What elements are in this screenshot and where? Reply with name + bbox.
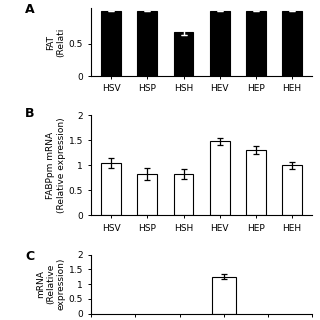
Bar: [173, 174, 194, 215]
Bar: [137, 11, 157, 76]
Bar: [101, 163, 121, 215]
Bar: [101, 11, 121, 76]
Text: B: B: [25, 108, 35, 120]
Bar: [173, 32, 194, 76]
Text: A: A: [25, 3, 35, 16]
Y-axis label: mRNA
(Relative
expression): mRNA (Relative expression): [36, 258, 66, 310]
Bar: [282, 165, 302, 215]
Bar: [246, 11, 266, 76]
Bar: [137, 174, 157, 215]
Bar: [212, 277, 236, 314]
Y-axis label: FABPpm mRNA
(Relative expression): FABPpm mRNA (Relative expression): [46, 117, 66, 213]
Bar: [282, 11, 302, 76]
Y-axis label: FAT
(Relati: FAT (Relati: [46, 27, 66, 57]
Bar: [210, 11, 230, 76]
Bar: [210, 141, 230, 215]
Bar: [246, 150, 266, 215]
Text: C: C: [25, 250, 34, 263]
